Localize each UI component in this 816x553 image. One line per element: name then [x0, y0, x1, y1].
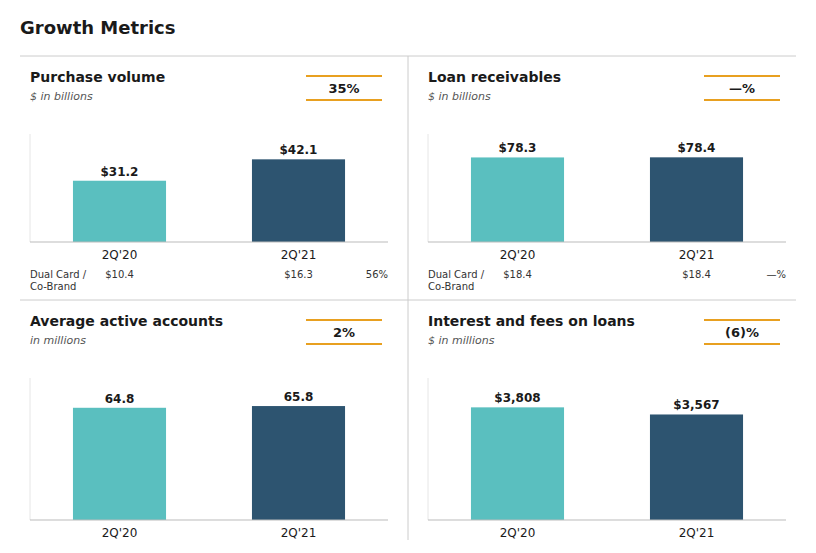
data-label: $78.4	[678, 141, 716, 155]
bar	[650, 157, 743, 242]
footer-label-line: Co-Brand	[30, 281, 76, 292]
column-divider	[408, 56, 409, 540]
page-title: Growth Metrics	[20, 17, 176, 38]
bar	[252, 406, 345, 520]
panel-title: Average active accounts	[30, 313, 223, 329]
footer-value: 56%	[366, 269, 388, 280]
panel: Purchase volume $ in billions 35% $31.2 $42.…	[30, 69, 388, 292]
x-axis	[428, 520, 786, 521]
data-label: $31.2	[101, 165, 139, 179]
x-tick-label: 2Q'20	[102, 526, 138, 540]
bars	[471, 157, 743, 242]
data-label: 64.8	[105, 392, 135, 406]
bar	[73, 181, 166, 242]
bar	[650, 414, 743, 520]
footer-label: Dual Card /Co-Brand	[428, 269, 485, 292]
change-badge: —%	[729, 81, 755, 96]
panel-title: Purchase volume	[30, 69, 165, 85]
panel-title: Loan receivables	[428, 69, 561, 85]
footer-value: —%	[766, 269, 786, 280]
row-divider	[20, 300, 796, 301]
value-range-line	[30, 378, 31, 520]
x-tick-label: 2Q'21	[281, 526, 317, 540]
x-tick-label: 2Q'20	[102, 248, 138, 262]
footer-label: Dual Card /Co-Brand	[30, 269, 87, 292]
data-label: $78.3	[499, 141, 537, 155]
value-range-line	[428, 134, 429, 242]
value-range-line	[30, 134, 31, 242]
x-tick-label: 2Q'20	[500, 526, 536, 540]
panel: Average active accounts in millions 2% 64.8…	[30, 313, 388, 540]
panel: Loan receivables $ in billions —% $78.3 $78.…	[428, 69, 786, 292]
x-tick-label: 2Q'20	[500, 248, 536, 262]
bar	[73, 408, 166, 520]
change-badge: (6)%	[725, 325, 759, 340]
x-tick-label: 2Q'21	[679, 248, 715, 262]
footer-value: $18.4	[503, 269, 532, 280]
bar	[471, 157, 564, 242]
x-tick-label: 2Q'21	[679, 526, 715, 540]
panel-subtitle: $ in millions	[428, 334, 495, 347]
footer-value: $18.4	[682, 269, 711, 280]
bars	[73, 406, 345, 520]
data-label: $42.1	[280, 143, 318, 157]
panel-subtitle: $ in billions	[428, 90, 491, 103]
x-axis	[30, 520, 388, 521]
badge-rule	[306, 343, 382, 345]
badge-rule	[306, 99, 382, 101]
footer-value: $16.3	[284, 269, 313, 280]
footer-label-line: Dual Card /	[30, 269, 87, 280]
footer-value: $10.4	[105, 269, 134, 280]
dashboard: Growth Metrics Purchase volume $ in billio…	[0, 0, 816, 553]
value-range-line	[428, 378, 429, 520]
bar	[471, 407, 564, 520]
change-badge: 2%	[333, 325, 355, 340]
data-label: 65.8	[284, 390, 314, 404]
change-badge: 35%	[328, 81, 359, 96]
badge-rule	[704, 99, 780, 101]
x-axis	[428, 242, 786, 243]
background	[0, 0, 816, 553]
badge-rule	[704, 319, 780, 321]
panel: Interest and fees on loans $ in millions (…	[428, 313, 786, 540]
bar	[252, 159, 345, 242]
footer-label-line: Dual Card /	[428, 269, 485, 280]
data-label: $3,567	[673, 398, 719, 412]
badge-rule	[306, 75, 382, 77]
panel-subtitle: in millions	[30, 334, 86, 347]
badge-rule	[704, 343, 780, 345]
bars	[471, 407, 743, 520]
x-tick-label: 2Q'21	[281, 248, 317, 262]
data-label: $3,808	[494, 391, 540, 405]
panel-title: Interest and fees on loans	[428, 313, 635, 329]
badge-rule	[306, 319, 382, 321]
bars	[73, 159, 345, 242]
x-axis	[30, 242, 388, 243]
footer-label-line: Co-Brand	[428, 281, 474, 292]
panel-subtitle: $ in billions	[30, 90, 93, 103]
badge-rule	[704, 75, 780, 77]
